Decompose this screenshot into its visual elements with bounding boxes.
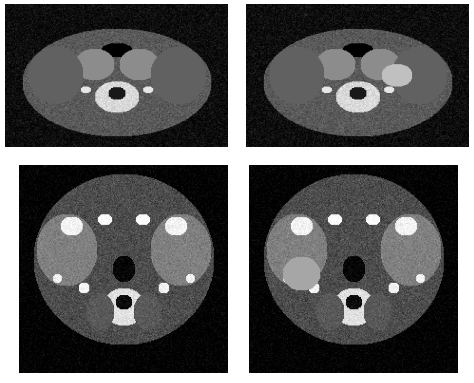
Text: B: B xyxy=(25,167,37,182)
Text: A: A xyxy=(7,5,19,20)
